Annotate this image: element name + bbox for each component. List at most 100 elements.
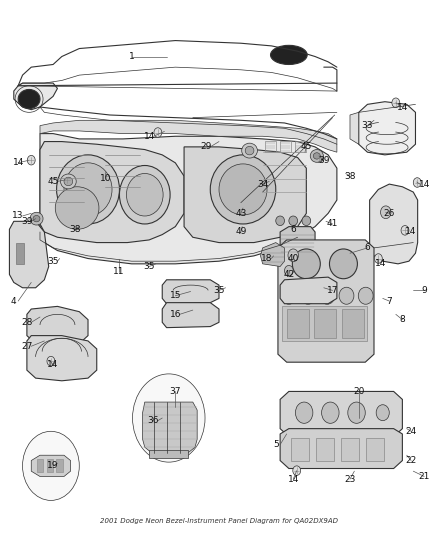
Ellipse shape — [271, 45, 307, 64]
Text: 14: 14 — [47, 360, 59, 369]
Text: 37: 37 — [170, 387, 181, 396]
Bar — [366, 438, 384, 461]
Ellipse shape — [401, 225, 409, 235]
Text: 27: 27 — [21, 342, 32, 351]
Ellipse shape — [339, 287, 354, 304]
Text: 35: 35 — [47, 257, 59, 265]
Bar — [46, 459, 53, 472]
Ellipse shape — [120, 165, 170, 224]
Polygon shape — [27, 336, 97, 381]
Polygon shape — [359, 102, 416, 155]
Text: 5: 5 — [273, 440, 279, 449]
Text: 40: 40 — [287, 254, 299, 263]
Text: 14: 14 — [419, 180, 430, 189]
Text: 17: 17 — [327, 286, 338, 295]
Ellipse shape — [282, 287, 296, 304]
Text: 38: 38 — [344, 172, 356, 181]
Text: 14: 14 — [287, 475, 299, 483]
Text: 13: 13 — [12, 212, 24, 221]
Ellipse shape — [245, 147, 254, 155]
Polygon shape — [280, 277, 337, 304]
Polygon shape — [350, 112, 359, 144]
Text: 16: 16 — [170, 310, 181, 319]
Text: 6: 6 — [290, 225, 296, 234]
Polygon shape — [162, 280, 219, 304]
Bar — [295, 141, 306, 152]
Bar — [316, 438, 334, 461]
Bar — [265, 141, 276, 152]
Polygon shape — [162, 303, 219, 328]
Text: 36: 36 — [148, 416, 159, 425]
Polygon shape — [278, 240, 374, 362]
Polygon shape — [40, 142, 184, 243]
Text: 8: 8 — [399, 315, 405, 324]
Bar — [37, 459, 43, 472]
Text: 41: 41 — [327, 220, 338, 229]
Bar — [283, 306, 367, 341]
Text: 14: 14 — [406, 228, 417, 237]
Text: 39: 39 — [21, 217, 33, 226]
Ellipse shape — [292, 249, 320, 279]
Ellipse shape — [358, 287, 373, 304]
Polygon shape — [149, 450, 188, 458]
Ellipse shape — [285, 265, 293, 276]
Polygon shape — [10, 221, 49, 288]
Ellipse shape — [313, 153, 320, 159]
Ellipse shape — [60, 174, 76, 189]
Ellipse shape — [320, 287, 335, 304]
Ellipse shape — [302, 216, 311, 225]
Polygon shape — [280, 429, 403, 469]
Ellipse shape — [374, 254, 382, 263]
Polygon shape — [40, 120, 337, 152]
Ellipse shape — [295, 402, 313, 423]
Ellipse shape — [300, 287, 315, 304]
Text: 34: 34 — [257, 180, 268, 189]
Ellipse shape — [30, 212, 43, 225]
Ellipse shape — [127, 173, 163, 216]
Text: 6: 6 — [364, 244, 370, 253]
Text: 14: 14 — [12, 158, 24, 167]
Text: 11: 11 — [113, 268, 124, 276]
Ellipse shape — [293, 466, 300, 475]
Text: 15: 15 — [170, 291, 181, 300]
Ellipse shape — [276, 216, 285, 225]
Text: 39: 39 — [318, 156, 329, 165]
Ellipse shape — [413, 177, 421, 187]
Ellipse shape — [64, 163, 112, 216]
Bar — [342, 309, 364, 338]
Ellipse shape — [315, 153, 323, 163]
Text: 35: 35 — [143, 262, 155, 271]
Bar — [341, 438, 359, 461]
Bar — [16, 243, 24, 264]
Text: 18: 18 — [261, 254, 273, 263]
Text: 20: 20 — [353, 387, 364, 396]
Ellipse shape — [210, 155, 276, 224]
Ellipse shape — [321, 402, 339, 423]
Polygon shape — [280, 391, 403, 437]
Text: 28: 28 — [21, 318, 32, 327]
Text: 23: 23 — [344, 475, 356, 483]
Ellipse shape — [55, 187, 99, 229]
Ellipse shape — [242, 143, 258, 158]
Polygon shape — [27, 306, 88, 346]
Bar — [314, 309, 336, 338]
Text: 14: 14 — [375, 260, 386, 268]
Ellipse shape — [348, 402, 365, 423]
Polygon shape — [31, 455, 71, 477]
Ellipse shape — [64, 175, 71, 184]
Ellipse shape — [57, 155, 120, 224]
Ellipse shape — [33, 215, 40, 222]
Ellipse shape — [376, 405, 389, 421]
Text: 10: 10 — [100, 174, 111, 183]
Text: 14: 14 — [397, 102, 408, 111]
Ellipse shape — [289, 216, 297, 225]
Bar — [287, 309, 308, 338]
Text: 1: 1 — [129, 52, 134, 61]
Text: 2001 Dodge Neon Bezel-Instrument Panel Diagram for QA02DX9AD: 2001 Dodge Neon Bezel-Instrument Panel D… — [100, 518, 338, 524]
Polygon shape — [261, 243, 285, 266]
Text: 33: 33 — [362, 121, 373, 130]
Polygon shape — [143, 402, 197, 453]
Text: 43: 43 — [235, 209, 247, 218]
Polygon shape — [280, 227, 315, 253]
Text: 29: 29 — [200, 142, 212, 151]
